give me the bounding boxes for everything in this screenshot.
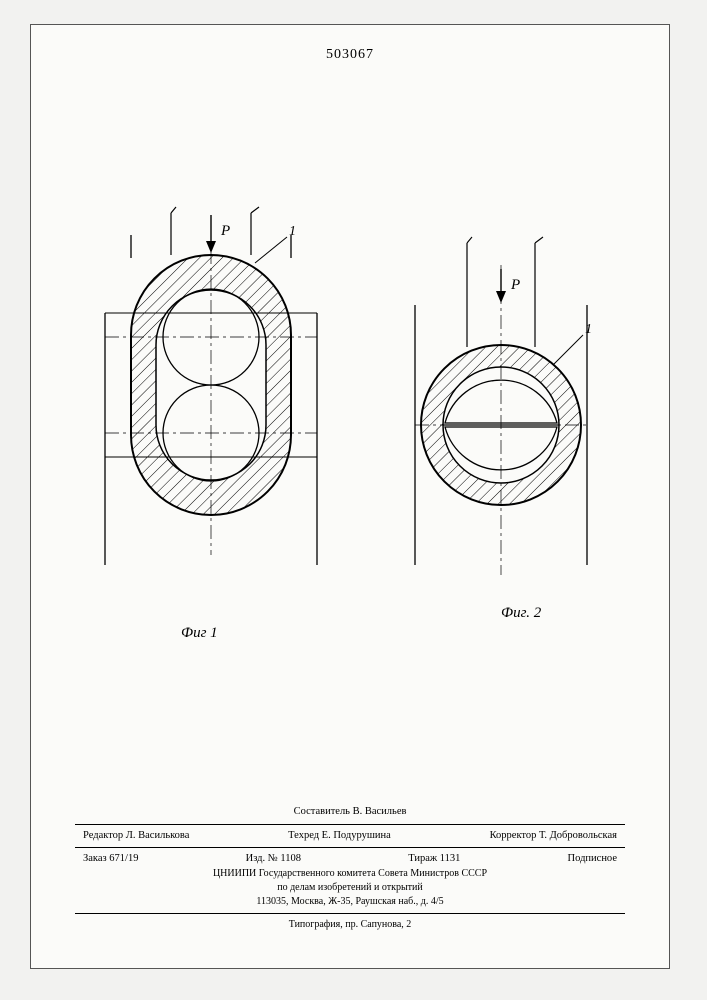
punch-outline — [171, 207, 259, 255]
figure-1: P 1 — [71, 205, 351, 605]
print-row: Заказ 671/19 Изд. № 1108 Тираж 1131 Подп… — [75, 852, 625, 867]
fig2-caption: Фиг. 2 — [501, 605, 541, 622]
fig1-caption: Фиг 1 — [181, 625, 218, 642]
tirazh: Тираж 1131 — [408, 852, 460, 867]
force-label: P — [220, 223, 230, 239]
ref-label: 1 — [289, 224, 296, 239]
colophon-footer: Составитель В. Васильев Редактор Л. Васи… — [75, 805, 625, 932]
credits-row: Редактор Л. Василькова Техред Е. Подуруш… — [75, 829, 625, 844]
figure-2: P 1 — [371, 235, 631, 605]
fig1-svg: P 1 — [71, 205, 351, 605]
org-line-1: ЦНИИПИ Государственного комитета Совета … — [75, 867, 625, 881]
document-number: 503067 — [31, 47, 669, 63]
address-line: 113035, Москва, Ж-35, Раушская наб., д. … — [75, 895, 625, 909]
typography-line: Типография, пр. Сапунова, 2 — [75, 918, 625, 932]
rule-2 — [75, 847, 625, 848]
org-line-2: по делам изобретений и открытий — [75, 881, 625, 895]
podpis: Подписное — [568, 852, 617, 867]
corrector: Корректор Т. Добровольская — [490, 829, 617, 844]
force-arrow — [206, 215, 216, 253]
compiler-line: Составитель В. Васильев — [75, 805, 625, 820]
fig2-svg: P 1 — [371, 235, 631, 605]
ref-label: 1 — [585, 322, 592, 337]
techred: Техред Е. Подурушина — [288, 829, 391, 844]
order-no: Заказ 671/19 — [83, 852, 138, 867]
izd-no: Изд. № 1108 — [246, 852, 301, 867]
die-right — [291, 235, 317, 565]
patent-page: 503067 — [30, 24, 670, 969]
rule-1 — [75, 824, 625, 825]
figures-area: P 1 — [71, 205, 631, 685]
rule-3 — [75, 913, 625, 914]
die-left — [105, 235, 131, 565]
ref-leader — [255, 237, 287, 263]
editor: Редактор Л. Василькова — [83, 829, 189, 844]
force-label: P — [510, 277, 520, 293]
